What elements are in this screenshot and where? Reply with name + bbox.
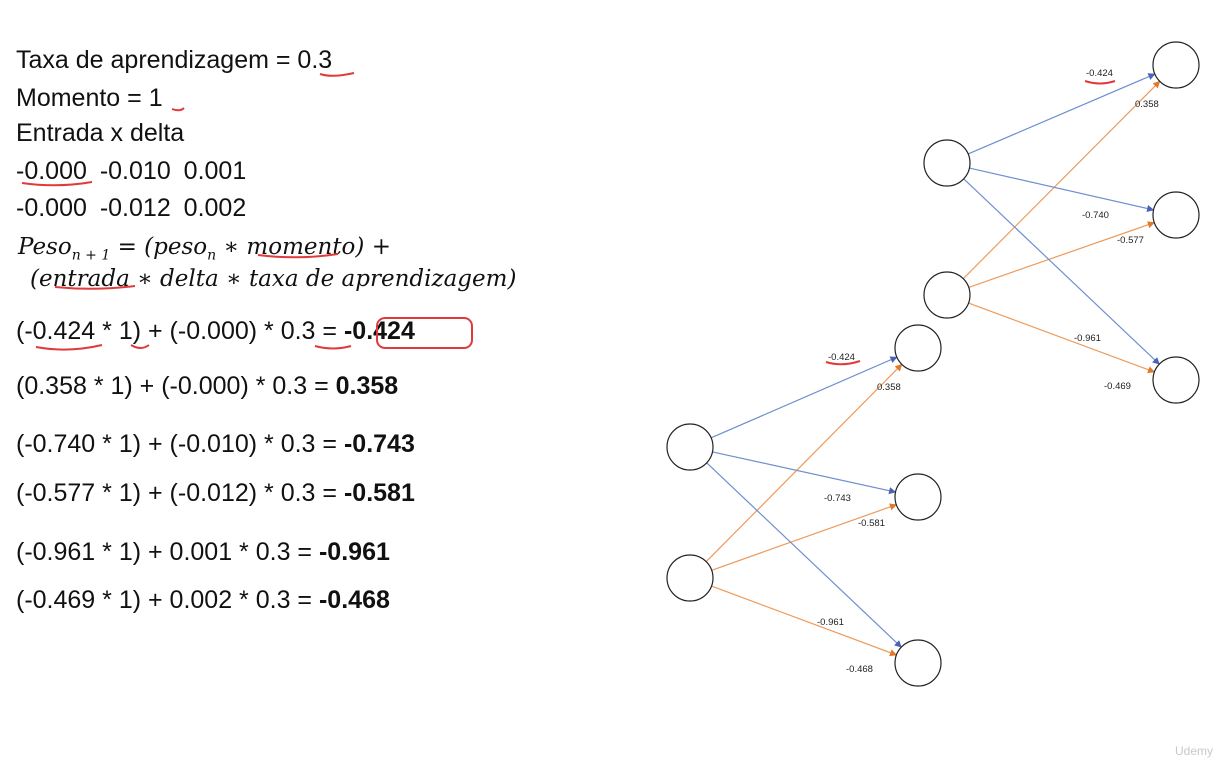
calc-result-6: -0.468 (318, 586, 390, 614)
calc-result-5: -0.961 (318, 538, 390, 566)
old-weight-label-6: -0.469 (1104, 381, 1131, 392)
new-weight-label-6: -0.468 (846, 664, 873, 675)
watermark: Udemy (1174, 744, 1213, 758)
calc-expr-5: (-0.961 * 1) + 0.001 * 0.3 = (16, 538, 319, 566)
underline-diagram-new (825, 360, 861, 366)
old-weight-label-1: -0.424 (1086, 68, 1113, 79)
new-edge-4 (711, 503, 898, 571)
formula-subscript-n: n (207, 247, 217, 264)
calc-row-5: (-0.961 * 1) + 0.001 * 0.3 = -0.961 (16, 537, 390, 567)
formula-term-momento: ∗ momento) + (216, 234, 391, 260)
underline-calc-weight (35, 344, 103, 351)
new-weight-label-4: -0.581 (858, 518, 885, 529)
old-output-neuron-1 (1152, 41, 1200, 89)
old-weight-label-4: -0.577 (1117, 235, 1144, 246)
new-weight-label-5: -0.961 (817, 617, 844, 628)
calc-expr-6: (-0.469 * 1) + 0.002 * 0.3 = (16, 586, 319, 614)
formula-term-peso-n: = (peso (110, 234, 208, 260)
momentum-line: Momento = 1 (16, 84, 163, 112)
new-edge-6 (711, 585, 898, 657)
old-edge-4 (968, 221, 1155, 288)
old-weight-label-2: 0.358 (1135, 99, 1159, 110)
old-output-neuron-3 (1152, 356, 1200, 404)
underline-formula-momento (257, 253, 339, 259)
new-input-neuron-1 (666, 423, 714, 471)
new-output-neuron-3 (894, 639, 942, 687)
network-new-weights: -0.424 0.358 -0.743 -0.581 -0.961 -0.468 (666, 324, 942, 687)
new-weight-label-1: -0.424 (828, 352, 855, 363)
calc-result-4: -0.581 (343, 479, 415, 507)
old-output-neuron-2 (1152, 191, 1200, 239)
result-circle (376, 317, 473, 349)
underline-formula-entrada (54, 285, 136, 290)
formula-term-peso: Peso (18, 234, 72, 260)
calc-row-1: (-0.424 * 1) + (-0.000) * 0.3 = -0.424 (16, 316, 415, 346)
underline-diagram-top (1084, 80, 1116, 85)
formula-subscript-n1: n + 1 (71, 247, 111, 264)
old-edge-2 (962, 80, 1161, 280)
old-edge-6 (968, 302, 1156, 374)
new-weight-label-2: 0.358 (877, 382, 901, 393)
calc-result-2: 0.358 (335, 372, 399, 400)
old-input-neuron-2 (923, 271, 971, 319)
old-input-neuron-1 (923, 139, 971, 187)
new-input-neuron-2 (666, 554, 714, 602)
old-weight-label-5: -0.961 (1074, 333, 1101, 344)
calc-row-6: (-0.469 * 1) + 0.002 * 0.3 = -0.468 (16, 585, 390, 615)
underline-calc-rate (314, 345, 352, 350)
new-output-neuron-1 (894, 324, 942, 372)
calc-expr-4: (-0.577 * 1) + (-0.012) * 0.3 = (16, 479, 344, 507)
calc-expr-1: (-0.424 * 1) + (-0.000) * 0.3 = (16, 317, 344, 345)
learning-rate-line: Taxa de aprendizagem = 0.3 (16, 46, 333, 74)
old-edge-5 (963, 178, 1160, 365)
new-edge-1 (710, 356, 898, 439)
calc-row-3: (-0.740 * 1) + (-0.010) * 0.3 = -0.743 (16, 429, 415, 459)
new-edge-2 (705, 363, 903, 563)
network-old-weights: -0.424 0.358 -0.740 -0.577 -0.961 -0.469 (923, 41, 1200, 404)
new-edge-3 (712, 451, 897, 495)
old-edge-1 (967, 73, 1156, 155)
calc-expr-3: (-0.740 * 1) + (-0.010) * 0.3 = (16, 430, 344, 458)
old-edge-3 (969, 167, 1155, 212)
input-delta-row-2: -0.000 -0.012 0.002 (16, 194, 247, 222)
new-weight-label-3: -0.743 (824, 493, 851, 504)
calc-result-3: -0.743 (343, 430, 415, 458)
underline-calc-momentum (130, 344, 150, 349)
underline-momentum (171, 107, 185, 112)
underline-input-delta (21, 181, 93, 187)
calc-row-4: (-0.577 * 1) + (-0.012) * 0.3 = -0.581 (16, 478, 415, 508)
underline-learning-rate (319, 72, 355, 77)
input-delta-title: Entrada x delta (16, 119, 185, 147)
input-delta-row-1: -0.000 -0.010 0.001 (16, 157, 247, 185)
calc-row-2: (0.358 * 1) + (-0.000) * 0.3 = 0.358 (16, 371, 398, 401)
new-output-neuron-2 (894, 473, 942, 521)
old-weight-label-3: -0.740 (1082, 210, 1109, 221)
new-edge-5 (706, 462, 902, 648)
weight-update-formula-line-1: Peson + 1 = (peson ∗ momento) + (18, 233, 391, 270)
calc-expr-2: (0.358 * 1) + (-0.000) * 0.3 = (16, 372, 336, 400)
